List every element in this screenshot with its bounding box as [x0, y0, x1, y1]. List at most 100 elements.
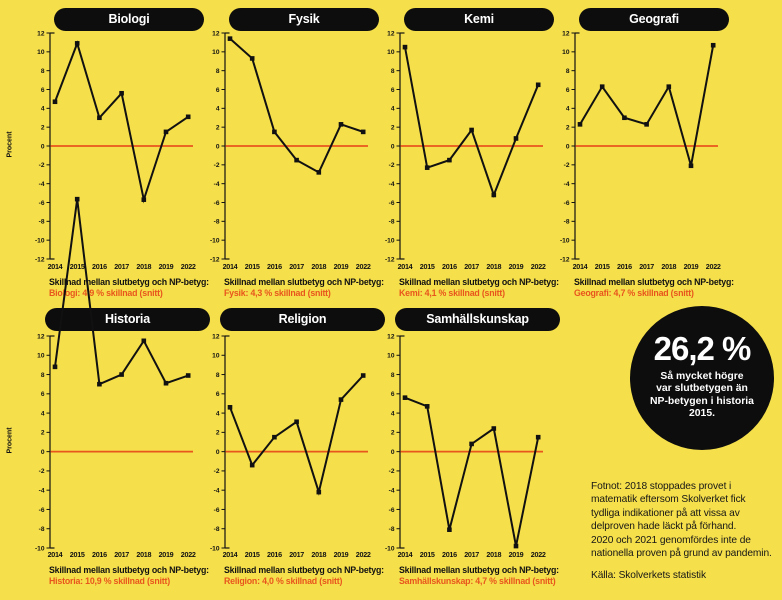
y-tick-label: 2	[216, 430, 220, 437]
y-tick-label: 2	[566, 124, 570, 131]
y-tick-label: -4	[214, 487, 220, 494]
y-tick-label: 4	[566, 106, 570, 113]
x-tick-label: 2014	[223, 262, 238, 271]
y-tick-label: 12	[212, 30, 220, 37]
data-point-marker	[163, 129, 169, 135]
x-tick-label: 2015	[245, 550, 260, 559]
x-tick-label: 2017	[114, 550, 129, 559]
x-tick-label: 2016	[617, 262, 632, 271]
x-tick-label: 2019	[159, 550, 174, 559]
x-tick-label: 2022	[356, 262, 371, 271]
data-point-marker	[424, 165, 430, 170]
y-tick-label: 10	[37, 353, 45, 360]
highlight-circle: 26,2 % Så mycket högre var slutbetygen ä…	[630, 306, 774, 450]
y-tick-label: -4	[214, 181, 220, 188]
y-tick-label: 6	[566, 87, 570, 94]
y-tick-label: 4	[41, 410, 45, 417]
y-tick-label: 6	[41, 391, 45, 398]
y-tick-label: 8	[41, 372, 45, 379]
chart-card-religion: Religion 12 10 8 6 4 2 0 -2 -4 -6 -8 -10 2014 2015 2016…	[197, 306, 385, 586]
y-tick-label: -12	[35, 256, 45, 263]
x-tick-label: 2016	[92, 550, 107, 559]
caption-summary: Geografi: 4,7 % skillnad (snitt)	[574, 288, 694, 298]
chart-title-pill-geografi: Geografi	[579, 8, 729, 31]
data-point-marker	[666, 84, 672, 89]
x-tick-label: 2017	[289, 262, 304, 271]
y-tick-label: -2	[39, 162, 45, 169]
data-point-marker	[74, 196, 80, 202]
x-tick-label: 2014	[223, 550, 238, 559]
y-tick-label: -6	[214, 507, 220, 514]
data-point-marker	[185, 373, 191, 378]
chart-title-pill-samhallskunskap: Samhällskunskap	[395, 308, 560, 331]
chart-title-pill-kemi: Kemi	[404, 8, 554, 31]
data-point-marker	[688, 163, 694, 169]
data-point-marker	[249, 56, 255, 61]
x-tick-label: 2016	[442, 262, 457, 271]
data-point-marker	[710, 42, 716, 48]
caption-summary: Historia: 10,9 % skillnad (snitt)	[49, 576, 170, 586]
source-text: Källa: Skolverkets statistik	[591, 570, 706, 582]
y-tick-label: 10	[562, 49, 570, 56]
data-point-marker	[52, 99, 58, 105]
x-tick-label: 2022	[706, 262, 721, 271]
y-axis: 12 10 8 6 4 2 0 -2 -4 -6 -8 -10	[35, 333, 55, 552]
data-point-marker	[119, 90, 124, 96]
data-point-marker	[52, 364, 58, 370]
y-tick-label: 0	[566, 143, 570, 150]
line-series	[54, 40, 189, 204]
data-point-marker	[644, 122, 649, 127]
chart-card-fysik: Fysik 12 10 8 6 4 2 0 -2 -4 -6 -8 -10 -12 2014 2015 2016…	[197, 6, 384, 298]
highlight-value: 26,2 %	[653, 330, 752, 367]
chart-caption-fysik: Skillnad mellan slutbetyg och NP-betyg: F…	[224, 277, 384, 298]
x-tick-label: 2022	[531, 262, 546, 271]
data-point-marker	[97, 381, 102, 387]
y-tick-label: 0	[216, 143, 220, 150]
data-point-marker	[577, 122, 583, 127]
line-series	[229, 374, 364, 496]
y-tick-label: -4	[39, 181, 45, 188]
chart-title-pill-historia: Historia	[45, 308, 210, 331]
caption-label: Skillnad mellan slutbetyg och NP-betyg:	[399, 565, 559, 575]
data-point-marker	[294, 419, 299, 425]
x-tick-label: 2015	[420, 262, 435, 271]
x-tick-label: 2018	[486, 262, 501, 271]
x-tick-label: 2022	[356, 550, 371, 559]
y-tick-label: -10	[560, 237, 570, 244]
x-tick-label: 2015	[595, 262, 610, 271]
caption-summary: Religion: 4,0 % skillnad (snitt)	[224, 576, 343, 586]
y-tick-label: 8	[216, 68, 220, 75]
data-point-marker	[316, 489, 322, 495]
highlight-text: Så mycket högre var slutbetygen än NP-be…	[650, 371, 754, 420]
y-tick-label: -6	[39, 200, 45, 207]
x-tick-label: 2019	[509, 262, 524, 271]
data-point-marker	[272, 129, 277, 135]
x-tick-label: 2015	[420, 550, 435, 559]
footnote-text: Fotnot: 2018 stoppades provet i matemati…	[591, 481, 772, 560]
y-tick-label: 8	[391, 68, 395, 75]
data-point-marker	[227, 405, 233, 410]
chart-card-geografi: Geografi 12 10 8 6 4 2 0 -2 -4 -6 -8 -10 -12 2014 2015 2…	[547, 6, 734, 298]
y-tick-label: 12	[212, 333, 220, 340]
x-tick-label: 2022	[181, 550, 196, 559]
y-tick-label: 2	[391, 430, 395, 437]
chart-caption-biologi: Skillnad mellan slutbetyg och NP-betyg: B…	[49, 277, 209, 298]
chart-card-biologi: Biologi 12 10 8 6 4 2 0 -2 -4 -6 -8 -10 -12 2014 2015 20…	[7, 6, 209, 298]
y-tick-label: 12	[387, 333, 395, 340]
y-axis: 12 10 8 6 4 2 0 -2 -4 -6 -8 -10 -12	[560, 30, 580, 263]
x-tick-label: 2017	[464, 550, 479, 559]
data-point-marker	[227, 36, 233, 41]
y-tick-label: 2	[41, 124, 45, 131]
y-tick-label: -8	[214, 219, 220, 226]
y-tick-label: -2	[564, 162, 570, 169]
x-tick-label: 2016	[442, 550, 457, 559]
chart-title-pill-fysik: Fysik	[229, 8, 379, 31]
y-tick-label: -12	[560, 256, 570, 263]
y-tick-label: -6	[389, 200, 395, 207]
data-point-marker	[163, 380, 169, 386]
y-tick-label: -2	[214, 162, 220, 169]
